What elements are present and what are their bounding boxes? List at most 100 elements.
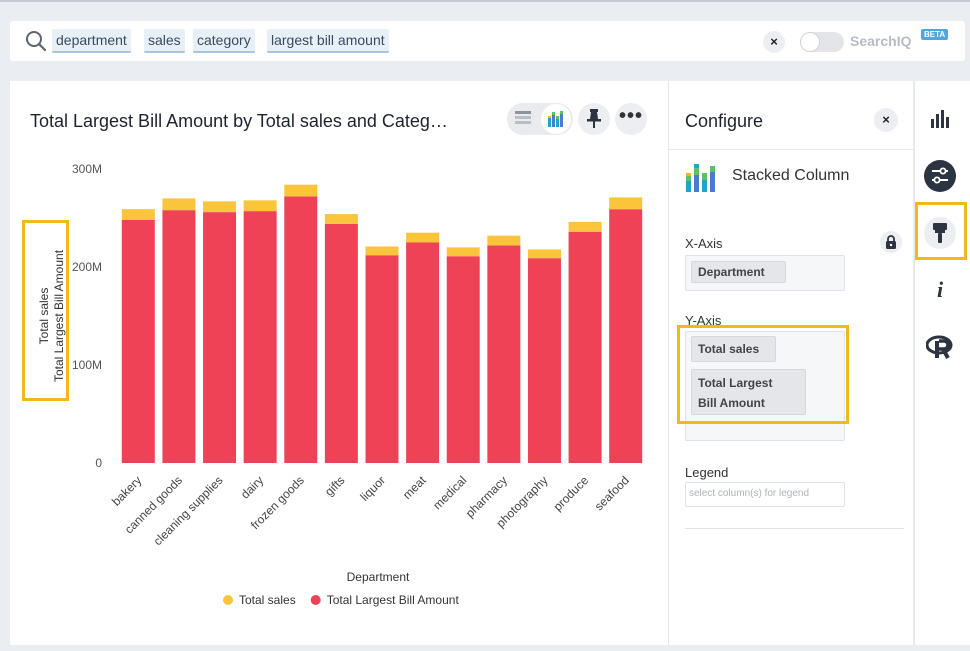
divider bbox=[685, 528, 904, 529]
x-tick-label: gifts bbox=[322, 473, 347, 498]
legend-label: Legend bbox=[685, 465, 729, 480]
x-axis-title: Department bbox=[347, 570, 410, 584]
y-axis-title: Total Largest Bill Amount bbox=[52, 249, 66, 382]
legend-label: Total Largest Bill Amount bbox=[327, 593, 460, 607]
bar-total-largest-bill-amount bbox=[365, 255, 399, 463]
bar-total-sales bbox=[446, 247, 480, 257]
bar-total-largest-bill-amount bbox=[609, 209, 643, 463]
x-tick-label: bakery bbox=[109, 473, 144, 508]
chip-line-1: Total Largest bbox=[698, 376, 773, 390]
x-tick-label: produce bbox=[551, 473, 592, 514]
more-options-button[interactable]: ••• bbox=[615, 103, 647, 135]
chart-title: Total Largest Bill Amount by Total sales… bbox=[30, 111, 448, 131]
sliders-icon bbox=[932, 167, 948, 184]
y-axis-well-highlight bbox=[677, 325, 849, 424]
configure-title: Configure bbox=[685, 111, 764, 131]
y-tick-label: 300M bbox=[72, 162, 102, 176]
chart-type-label[interactable]: Stacked Column bbox=[732, 167, 850, 184]
bar-total-sales bbox=[121, 209, 155, 220]
search-token-category[interactable]: category bbox=[193, 29, 255, 53]
rail-chart-button[interactable] bbox=[924, 103, 956, 135]
x-tick-label: dairy bbox=[238, 473, 266, 501]
bar-total-sales bbox=[609, 197, 643, 210]
rail-r-button[interactable] bbox=[924, 331, 956, 363]
searchiq-toggle[interactable] bbox=[800, 32, 844, 52]
y-tick-label: 200M bbox=[72, 260, 102, 274]
pin-icon bbox=[587, 109, 601, 128]
beta-badge: BETA bbox=[921, 29, 949, 40]
x-tick-label: liquor bbox=[357, 473, 388, 504]
lock-button[interactable] bbox=[880, 231, 902, 253]
legend-input[interactable]: select column(s) for legend bbox=[685, 482, 845, 507]
table-view-icon[interactable] bbox=[515, 111, 531, 125]
stacked-chart-icon bbox=[548, 111, 563, 127]
pin-button[interactable] bbox=[578, 103, 610, 135]
bar-total-sales bbox=[568, 221, 602, 232]
bar-total-sales bbox=[162, 198, 196, 211]
stacked-column-icon bbox=[686, 164, 715, 192]
bar-total-largest-bill-amount bbox=[162, 210, 196, 463]
bar-total-largest-bill-amount bbox=[121, 219, 155, 463]
lock-icon bbox=[886, 235, 896, 249]
bar-total-sales bbox=[406, 232, 440, 243]
bar-chart-icon bbox=[931, 110, 949, 128]
x-tick-label: seafood bbox=[592, 473, 632, 513]
x-tick-label: medical bbox=[430, 473, 469, 512]
y-axis-title-highlight bbox=[22, 220, 69, 401]
legend-swatch bbox=[223, 595, 233, 605]
y-axis-title: Total sales bbox=[37, 288, 51, 345]
bar-total-largest-bill-amount bbox=[487, 245, 521, 463]
bar-total-sales bbox=[487, 235, 521, 246]
chart-view-button[interactable] bbox=[541, 104, 571, 134]
x-axis-well[interactable]: Department bbox=[685, 255, 845, 291]
info-icon: i bbox=[936, 277, 944, 302]
search-token-sales[interactable]: sales bbox=[144, 29, 185, 53]
bar-total-largest-bill-amount bbox=[284, 196, 318, 463]
chart-panel: Total Largest Bill Amount by Total sales… bbox=[10, 81, 668, 645]
y-axis-chip-total-largest-bill-amount[interactable]: Total Largest Bill Amount bbox=[691, 369, 806, 415]
r-language-icon bbox=[926, 335, 953, 359]
bar-total-sales bbox=[243, 200, 277, 212]
bar-total-sales bbox=[324, 214, 358, 224]
search-token-department[interactable]: department bbox=[52, 29, 131, 53]
x-tick-label: meat bbox=[400, 473, 429, 502]
close-configure-button[interactable]: × bbox=[874, 108, 898, 132]
search-icon bbox=[26, 31, 47, 52]
bar-total-largest-bill-amount bbox=[243, 211, 277, 463]
rail-configure-button[interactable] bbox=[924, 160, 956, 192]
bar-total-largest-bill-amount bbox=[568, 231, 602, 463]
divider bbox=[669, 149, 914, 150]
bar-total-sales bbox=[365, 246, 399, 256]
bar-total-largest-bill-amount bbox=[203, 212, 237, 463]
bar-total-largest-bill-amount bbox=[406, 242, 440, 463]
x-axis-label: X-Axis bbox=[685, 236, 723, 251]
chip-line-2: Bill Amount bbox=[698, 396, 765, 410]
y-axis-chip-total-sales[interactable]: Total sales bbox=[691, 336, 776, 362]
bar-total-sales bbox=[203, 201, 237, 213]
configure-panel: Configure × Stacked Column X-Axis Depart… bbox=[668, 81, 914, 645]
rail-format-button[interactable] bbox=[924, 217, 956, 249]
rail-info-button[interactable]: i bbox=[924, 274, 956, 306]
bar-total-largest-bill-amount bbox=[527, 258, 561, 463]
x-axis-chip-department[interactable]: Department bbox=[691, 261, 786, 283]
top-border bbox=[0, 0, 970, 2]
x-tick-label: cleaning supplies bbox=[151, 473, 226, 548]
search-bar[interactable]: department sales category largest bill a… bbox=[10, 21, 965, 61]
clear-search-button[interactable]: × bbox=[763, 31, 785, 53]
bar-total-sales bbox=[284, 184, 318, 197]
bar-total-largest-bill-amount bbox=[324, 223, 358, 463]
search-token-largest-bill-amount[interactable]: largest bill amount bbox=[267, 29, 389, 53]
paintbrush-icon bbox=[933, 223, 947, 243]
toggle-knob bbox=[800, 32, 820, 52]
bar-total-sales bbox=[527, 249, 561, 259]
legend-label: Total sales bbox=[239, 593, 296, 607]
view-toggle[interactable] bbox=[507, 103, 573, 135]
format-button-highlight bbox=[915, 202, 967, 260]
bar-total-largest-bill-amount bbox=[446, 256, 480, 463]
legend-swatch bbox=[310, 595, 321, 605]
y-tick-label: 0 bbox=[95, 456, 102, 470]
searchiq-label: SearchIQ bbox=[850, 33, 912, 49]
y-axis-label: Y-Axis bbox=[685, 313, 722, 328]
y-tick-label: 100M bbox=[72, 358, 102, 372]
